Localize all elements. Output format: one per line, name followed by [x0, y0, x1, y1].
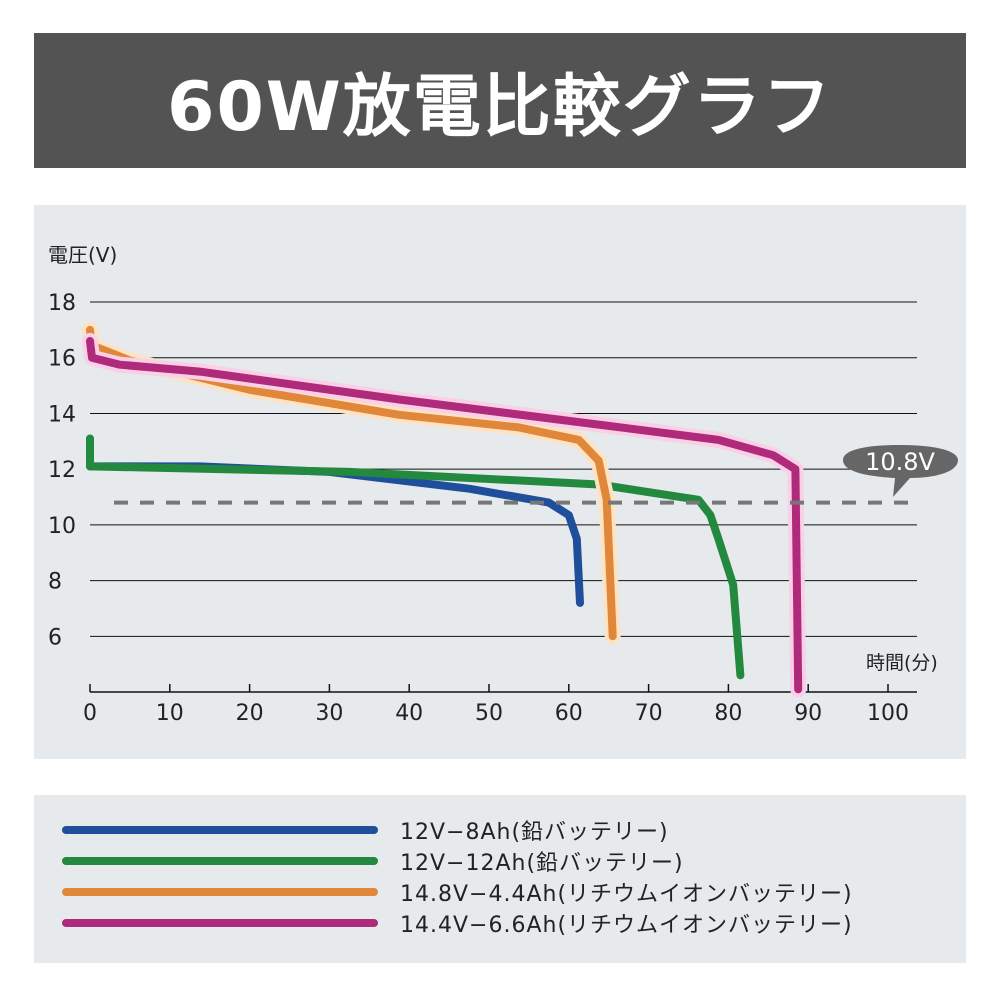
series-glow: [82, 333, 807, 698]
legend-swatch: [62, 888, 378, 896]
y-tick-label: 16: [48, 347, 76, 372]
y-tick-label: 12: [48, 458, 76, 483]
x-tick-label: 70: [635, 701, 663, 726]
legend-swatch: [62, 857, 378, 865]
legend-label: 12V−8Ah(鉛バッテリー): [400, 820, 669, 845]
x-tick-label: 50: [475, 701, 503, 726]
legend-item: 12V−8Ah(鉛バッテリー): [62, 815, 669, 845]
chart-title: 60W放電比較グラフ: [167, 68, 833, 147]
callout-label: 10.8V: [865, 448, 935, 476]
x-tick-label: 30: [315, 701, 343, 726]
title-bar: 60W放電比較グラフ: [34, 33, 966, 168]
x-tick-label: 40: [395, 701, 423, 726]
y-tick-label: 14: [48, 402, 76, 427]
x-tick-label: 0: [83, 701, 97, 726]
y-tick-label: 6: [48, 625, 62, 650]
legend-label: 12V−12Ah(鉛バッテリー): [400, 851, 684, 876]
legend-item: 12V−12Ah(鉛バッテリー): [62, 846, 684, 876]
x-tick-label: 60: [555, 701, 583, 726]
series-line: [86, 325, 617, 641]
legend-label: 14.4V−6.6Ah(リチウムイオンバッテリー): [400, 913, 853, 938]
x-axis-label: 時間(分): [866, 652, 938, 674]
x-tick-label: 90: [794, 701, 822, 726]
x-tick-label: 80: [714, 701, 742, 726]
legend-label: 14.8V−4.4Ah(リチウムイオンバッテリー): [400, 882, 853, 907]
y-tick-label: 10: [48, 514, 76, 539]
callout-bubble: [843, 445, 958, 497]
y-tick-label: 8: [48, 570, 62, 595]
x-tick-label: 10: [156, 701, 184, 726]
x-tick-label: 20: [236, 701, 264, 726]
legend-item: 14.4V−6.6Ah(リチウムイオンバッテリー): [62, 908, 853, 938]
legend: 12V−8Ah(鉛バッテリー) 12V−12Ah(鉛バッテリー) 14.8V−4…: [34, 795, 966, 963]
y-axis-label: 電圧(V): [48, 243, 117, 267]
legend-swatch: [62, 826, 378, 834]
x-tick-label: 100: [867, 701, 909, 726]
series-line: [86, 434, 745, 680]
legend-item: 14.8V−4.4Ah(リチウムイオンバッテリー): [62, 877, 853, 907]
series-line: [86, 337, 803, 694]
legend-swatch: [62, 919, 378, 927]
y-tick-label: 18: [48, 291, 76, 316]
